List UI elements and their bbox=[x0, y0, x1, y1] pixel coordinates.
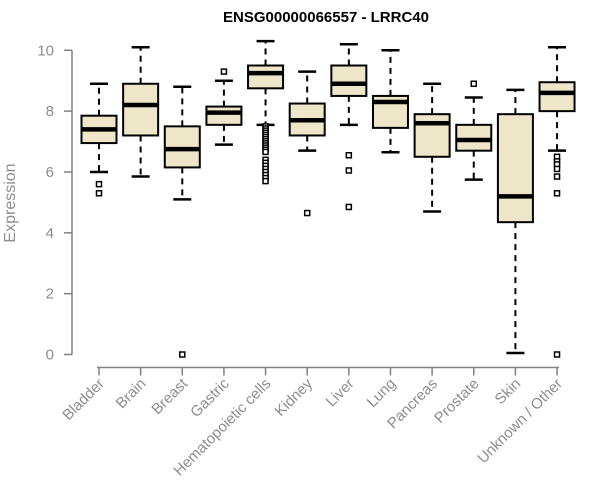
box-rect bbox=[455, 123, 493, 152]
box-rect bbox=[330, 64, 368, 97]
box-rect bbox=[205, 105, 243, 126]
outlier-point bbox=[262, 148, 269, 156]
outlier-point bbox=[179, 351, 186, 358]
box-rect bbox=[538, 81, 576, 113]
outlier-point bbox=[553, 165, 561, 173]
boxplot-prostate bbox=[455, 80, 493, 181]
chart-title: ENSG00000066557 - LRRC40 bbox=[223, 9, 429, 26]
x-category-label-kidney: Kidney bbox=[272, 375, 317, 420]
x-category-label-lung: Lung bbox=[364, 375, 400, 411]
boxplot-brain bbox=[122, 46, 160, 178]
outlier-point bbox=[345, 167, 353, 174]
y-tick-label: 6 bbox=[46, 164, 54, 181]
boxplot-lung bbox=[371, 49, 409, 154]
boxplot-unknown-other bbox=[538, 46, 576, 358]
outlier-point bbox=[95, 190, 103, 197]
x-category-label-breast: Breast bbox=[148, 375, 191, 418]
boxplot-liver bbox=[330, 42, 368, 211]
x-category-label-bladder: Bladder bbox=[59, 375, 108, 424]
outlier-point bbox=[95, 180, 103, 188]
x-category-label-skin: Skin bbox=[492, 375, 525, 408]
outlier-point bbox=[553, 190, 561, 197]
y-tick-label: 8 bbox=[46, 103, 54, 120]
outlier-point bbox=[470, 80, 478, 88]
x-category-label-brain: Brain bbox=[113, 375, 150, 412]
y-tick-label: 10 bbox=[37, 42, 54, 59]
y-axis-title: Expression bbox=[2, 163, 19, 242]
outlier-point bbox=[262, 177, 269, 185]
outlier-point bbox=[220, 68, 228, 75]
box-rect bbox=[247, 64, 285, 90]
boxplot-hematopoietic-cells bbox=[247, 39, 285, 185]
boxplot-kidney bbox=[288, 70, 326, 217]
y-tick-label: 0 bbox=[46, 347, 54, 364]
box-rect bbox=[163, 125, 201, 169]
boxplot-pancreas bbox=[413, 82, 451, 213]
x-category-label-liver: Liver bbox=[323, 375, 358, 410]
boxplot-gastric bbox=[205, 68, 243, 146]
y-tick-label: 4 bbox=[46, 225, 54, 242]
y-tick-label: 2 bbox=[46, 286, 54, 303]
box-rect bbox=[496, 113, 534, 224]
outlier-point bbox=[345, 151, 353, 159]
boxplot-skin bbox=[496, 88, 534, 355]
boxplot-breast bbox=[163, 85, 201, 358]
outlier-point bbox=[553, 351, 561, 358]
outlier-point bbox=[345, 203, 353, 211]
x-category-label-prostate: Prostate bbox=[431, 375, 483, 427]
outlier-point bbox=[303, 209, 311, 217]
box-rect bbox=[413, 113, 451, 158]
outlier-point bbox=[553, 173, 561, 180]
box-rect bbox=[122, 82, 160, 137]
boxplot-bladder bbox=[80, 82, 118, 197]
